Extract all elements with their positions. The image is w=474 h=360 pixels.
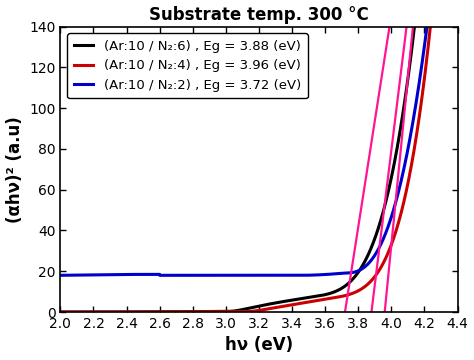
X-axis label: hν (eV): hν (eV): [225, 337, 293, 355]
Y-axis label: (αhν)² (a.u): (αhν)² (a.u): [6, 116, 24, 222]
Title: Substrate temp. 300 °C: Substrate temp. 300 °C: [149, 5, 369, 23]
Legend: (Ar:10 / N₂:6) , Eg = 3.88 (eV), (Ar:10 / N₂:4) , Eg = 3.96 (eV), (Ar:10 / N₂:2): (Ar:10 / N₂:6) , Eg = 3.88 (eV), (Ar:10 …: [67, 33, 308, 99]
